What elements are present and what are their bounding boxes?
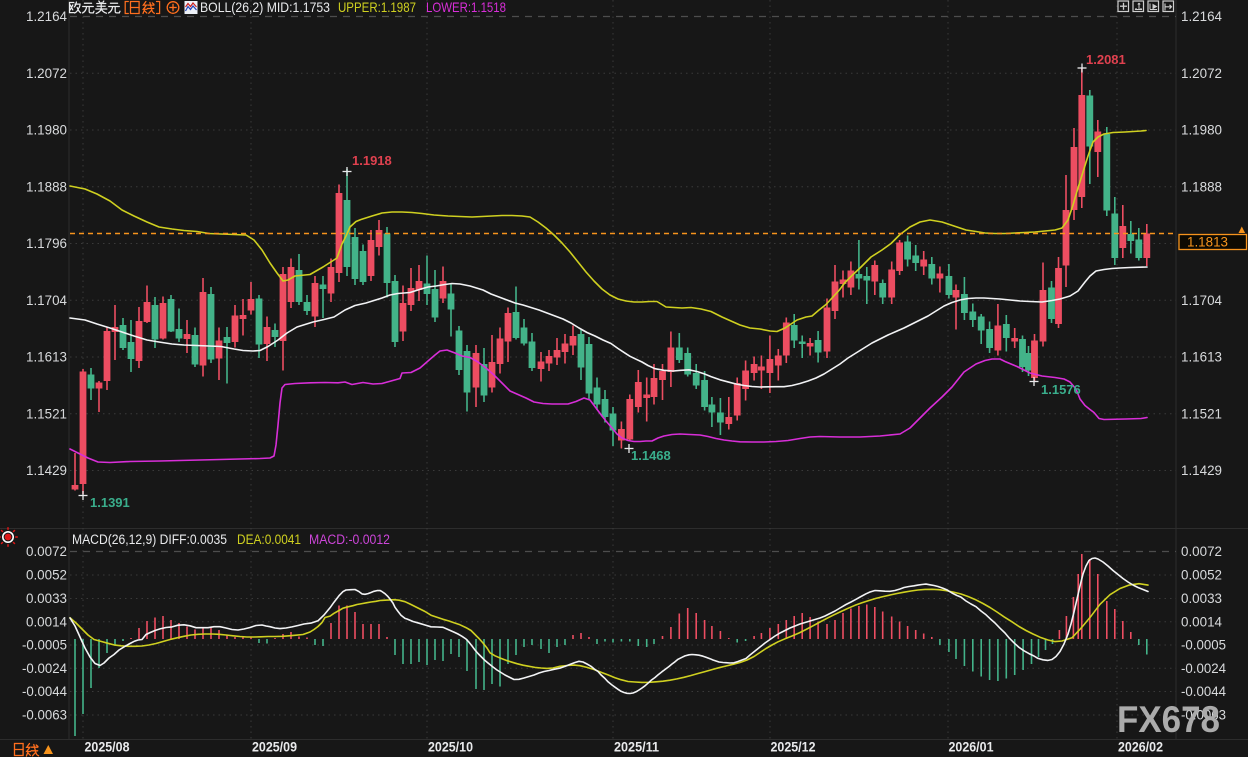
svg-text:1.1429: 1.1429 bbox=[1181, 463, 1222, 478]
svg-text:-0.0063: -0.0063 bbox=[22, 708, 67, 723]
svg-text:0.0014: 0.0014 bbox=[1181, 614, 1222, 629]
svg-text:-0.0005: -0.0005 bbox=[1181, 638, 1226, 653]
svg-text:1.1576: 1.1576 bbox=[1041, 382, 1081, 397]
svg-text:-0.0024: -0.0024 bbox=[22, 661, 67, 676]
svg-text:1.1468: 1.1468 bbox=[631, 448, 671, 463]
svg-text:2026/02: 2026/02 bbox=[1118, 740, 1163, 755]
svg-text:FX678: FX678 bbox=[1117, 699, 1220, 740]
svg-text:1.1918: 1.1918 bbox=[352, 153, 392, 168]
svg-text:MACD(26,12,9) DIFF:0.0035: MACD(26,12,9) DIFF:0.0035 bbox=[72, 532, 227, 547]
svg-text:1.1796: 1.1796 bbox=[26, 236, 67, 251]
svg-text:1.1888: 1.1888 bbox=[26, 179, 67, 194]
svg-text:2025/12: 2025/12 bbox=[771, 740, 816, 755]
svg-text:-0.0005: -0.0005 bbox=[22, 638, 67, 653]
svg-text:1.1613: 1.1613 bbox=[1181, 350, 1222, 365]
svg-text:-0.0044: -0.0044 bbox=[22, 684, 67, 699]
svg-text:-0.0063: -0.0063 bbox=[1181, 708, 1226, 723]
svg-text:0.0052: 0.0052 bbox=[26, 568, 67, 583]
svg-text:-0.0044: -0.0044 bbox=[1181, 684, 1226, 699]
svg-text:0.0072: 0.0072 bbox=[26, 544, 67, 559]
svg-text:1.2072: 1.2072 bbox=[26, 66, 67, 81]
svg-text:1.2072: 1.2072 bbox=[1181, 66, 1222, 81]
svg-text:0.0014: 0.0014 bbox=[26, 614, 67, 629]
svg-text:1.1391: 1.1391 bbox=[90, 495, 130, 510]
svg-text:1.2164: 1.2164 bbox=[1181, 9, 1222, 24]
svg-text:BOLL(26,2) MID:1.1753: BOLL(26,2) MID:1.1753 bbox=[200, 0, 330, 15]
svg-text:2025/10: 2025/10 bbox=[428, 740, 473, 755]
svg-text:1.1704: 1.1704 bbox=[1181, 293, 1222, 308]
svg-text:1.1613: 1.1613 bbox=[26, 350, 67, 365]
svg-text:2025/11: 2025/11 bbox=[614, 740, 659, 755]
svg-text:1.2081: 1.2081 bbox=[1086, 52, 1126, 67]
svg-text:0.0052: 0.0052 bbox=[1181, 568, 1222, 583]
svg-text:1.1521: 1.1521 bbox=[1181, 406, 1222, 421]
svg-text:1.2164: 1.2164 bbox=[26, 9, 67, 24]
svg-text:DEA:0.0041: DEA:0.0041 bbox=[237, 532, 301, 547]
svg-text:-0.0024: -0.0024 bbox=[1181, 661, 1226, 676]
svg-text:1.1980: 1.1980 bbox=[1181, 123, 1222, 138]
svg-text:1.1980: 1.1980 bbox=[26, 123, 67, 138]
svg-text:1.1813: 1.1813 bbox=[1187, 235, 1228, 250]
svg-text:1.1429: 1.1429 bbox=[26, 463, 67, 478]
svg-text:2026/01: 2026/01 bbox=[949, 740, 994, 755]
svg-text:LOWER:1.1518: LOWER:1.1518 bbox=[426, 0, 506, 15]
svg-text:1.1704: 1.1704 bbox=[26, 293, 67, 308]
svg-text:0.0033: 0.0033 bbox=[26, 591, 67, 606]
svg-text:0.0033: 0.0033 bbox=[1181, 591, 1222, 606]
svg-text:2025/08: 2025/08 bbox=[85, 740, 130, 755]
svg-text:1.1888: 1.1888 bbox=[1181, 179, 1222, 194]
svg-text:2025/09: 2025/09 bbox=[252, 740, 297, 755]
svg-text:UPPER:1.1987: UPPER:1.1987 bbox=[338, 0, 416, 15]
svg-text:1.1521: 1.1521 bbox=[26, 406, 67, 421]
svg-text:0.0072: 0.0072 bbox=[1181, 544, 1222, 559]
svg-text:MACD:-0.0012: MACD:-0.0012 bbox=[309, 532, 390, 547]
